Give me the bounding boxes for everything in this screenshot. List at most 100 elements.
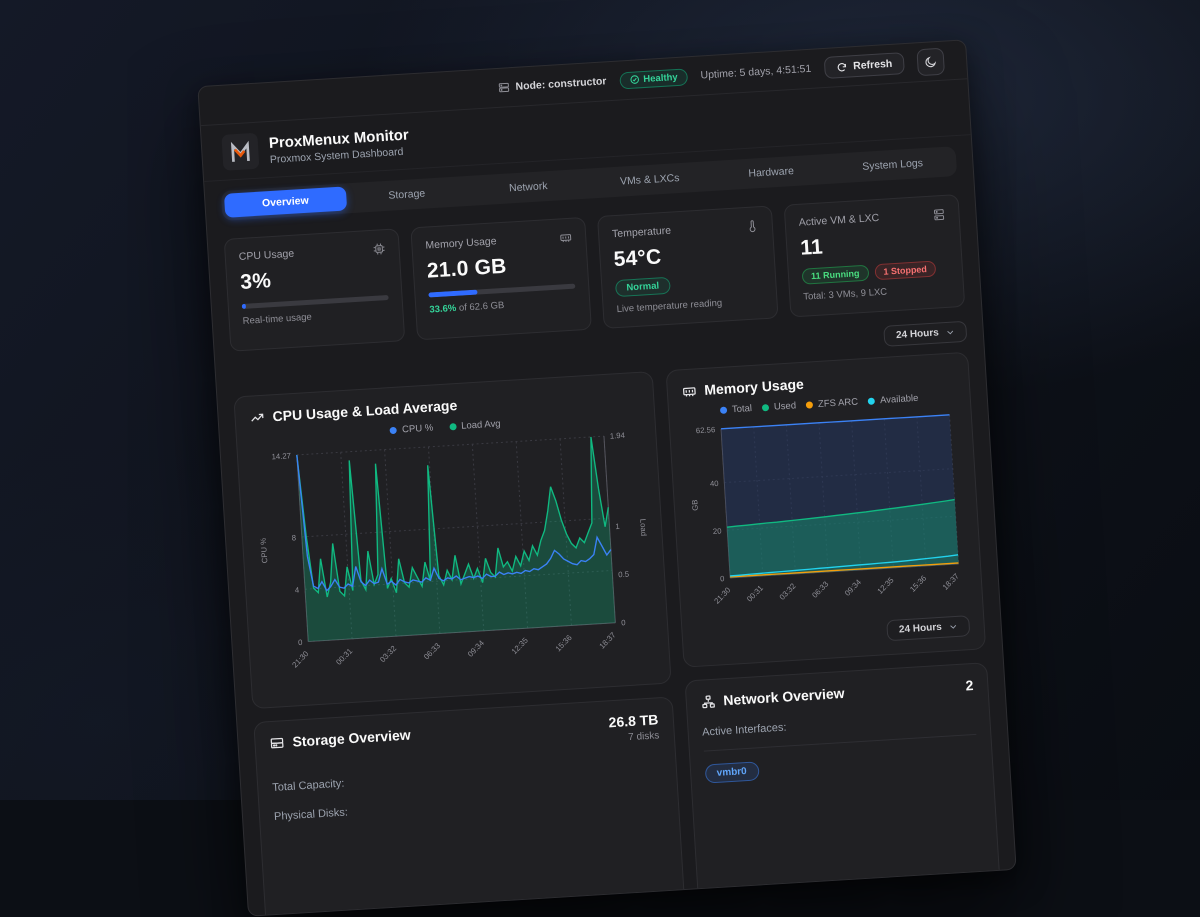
tab-system-logs[interactable]: System Logs [831,149,954,180]
proxmenux-logo [221,133,259,171]
svg-text:21:30: 21:30 [712,586,732,606]
temperature-caption: Live temperature reading [616,295,763,315]
svg-text:Load: Load [638,518,648,536]
cpu-card-title: CPU Usage [238,248,294,263]
svg-text:12:35: 12:35 [510,636,530,656]
theme-toggle-button[interactable] [916,47,945,76]
hard-drive-icon [269,735,285,751]
cpu-usage-card: CPU Usage 3% Real-time usage [224,228,406,351]
network-overview-card: Network Overview 2 Active Interfaces: vm… [684,662,1001,917]
svg-text:12:35: 12:35 [875,576,895,596]
storage-row-physical-disks-label: Physical Disks: [274,787,664,823]
svg-text:CPU %: CPU % [259,538,270,564]
temperature-card-title: Temperature [612,225,672,241]
svg-text:18:37: 18:37 [940,572,960,592]
svg-text:14.27: 14.27 [271,451,291,461]
svg-text:15:36: 15:36 [908,574,928,594]
page-background: Node: constructor Healthy Uptime: 5 days… [0,0,1200,800]
storage-title: Storage Overview [292,726,411,749]
storage-row-total-capacity-label: Total Capacity: [272,758,662,794]
health-status-badge: Healthy [619,68,688,89]
storage-summary: 26.8 TB 7 disks [608,711,660,744]
legend-load-avg: Load Avg [449,418,501,432]
cpu-chart-title: CPU Usage & Load Average [272,397,458,424]
active-vm-lxc-card: Active VM & LXC 11 11 Running 1 Stopped … [784,194,966,317]
memory-chart-card: Memory Usage Total Used ZFS ARC Availabl… [665,352,986,668]
legend-cpu-percent: CPU % [390,423,434,437]
interface-badge: vmbr0 [704,761,759,783]
svg-text:0: 0 [621,618,627,627]
svg-text:4: 4 [295,585,301,594]
svg-text:40: 40 [709,479,718,489]
svg-text:20: 20 [712,527,721,537]
legend-dot-zfs [806,401,813,408]
memory-progress-fill [428,290,478,298]
network-icon [700,693,716,709]
temperature-status-badge: Normal [615,277,671,297]
svg-text:62.56: 62.56 [695,425,715,435]
charts-grid: CPU Usage & Load Average CPU % Load Avg … [217,343,1017,917]
vm-caption: Total: 3 VMs, 9 LXC [803,283,950,303]
memory-progress-track [428,284,575,298]
svg-text:15:36: 15:36 [554,633,574,653]
memory-time-range-select[interactable]: 24 Hours [886,615,970,641]
refresh-button[interactable]: Refresh [824,52,905,79]
storage-overview-card: Storage Overview 26.8 TB 7 disks Total C… [253,696,687,916]
server-icon [497,81,510,94]
legend-used: Used [762,400,797,413]
server-stack-icon [932,208,946,222]
legend-zfs-arc: ZFS ARC [806,397,859,411]
storage-total-capacity: 26.8 TB [608,711,659,730]
memory-caption-percent: 33.6% [429,303,457,316]
network-title: Network Overview [723,685,845,708]
svg-text:21:30: 21:30 [290,649,311,670]
svg-text:06:33: 06:33 [422,641,442,661]
time-range-select[interactable]: 24 Hours [883,321,967,347]
cpu-load-chart-card: CPU Usage & Load Average CPU % Load Avg … [233,371,671,709]
network-divider [703,734,976,752]
legend-dot-green [449,423,456,430]
memory-usage-card: Memory Usage 21.0 GB 33.6% of 62.6 GB [410,217,592,340]
legend-total: Total [720,403,753,416]
memory-chip-icon [681,383,697,399]
svg-text:0: 0 [298,638,304,647]
moon-icon [924,55,938,69]
tab-network[interactable]: Network [467,172,590,203]
uptime-text: Uptime: 5 days, 4:51:51 [700,63,811,82]
svg-text:09:34: 09:34 [842,577,862,598]
node-label: Node: constructor [515,75,607,93]
cpu-progress-track [242,295,389,309]
svg-text:0: 0 [719,574,724,583]
svg-text:00:31: 00:31 [334,647,354,667]
tab-vms-lxcs[interactable]: VMs & LXCs [588,164,711,195]
time-range-value: 24 Hours [896,327,939,341]
tab-overview[interactable]: Overview [224,186,347,217]
thermometer-icon [746,219,760,233]
legend-dot-blue [390,427,397,434]
active-interfaces-label: Active Interfaces: [702,710,976,739]
svg-text:1: 1 [615,522,620,531]
cpu-progress-fill [242,304,247,309]
cpu-value: 3% [240,262,388,295]
svg-text:09:34: 09:34 [466,638,487,659]
dashboard-window: Node: constructor Healthy Uptime: 5 days… [197,39,1016,916]
storage-disk-count: 7 disks [609,730,659,744]
node-indicator: Node: constructor [497,75,607,94]
svg-text:0.5: 0.5 [618,570,629,580]
memory-time-range-value: 24 Hours [899,622,942,636]
memory-chart-title: Memory Usage [704,376,804,398]
left-column: CPU Usage & Load Average CPU % Load Avg … [233,371,687,917]
tab-hardware[interactable]: Hardware [710,157,833,188]
right-column: Memory Usage Total Used ZFS ARC Availabl… [665,352,1001,917]
svg-text:00:31: 00:31 [745,584,765,604]
memory-caption: 33.6% of 62.6 GB [429,296,576,316]
chevron-down-icon [945,328,955,338]
trending-up-icon [249,409,265,425]
tab-storage[interactable]: Storage [345,179,468,210]
svg-text:06:33: 06:33 [810,580,830,600]
temperature-value: 54°C [613,239,761,272]
svg-text:8: 8 [291,533,296,542]
vm-count-value: 11 [800,228,948,261]
refresh-label: Refresh [853,58,893,72]
